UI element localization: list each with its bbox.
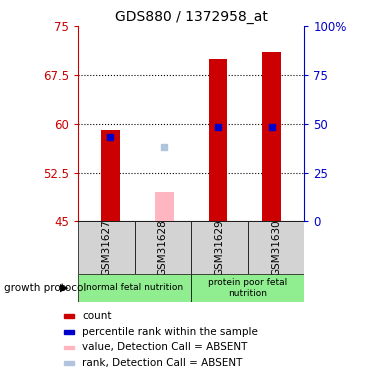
- Text: value, Detection Call = ABSENT: value, Detection Call = ABSENT: [82, 342, 248, 352]
- Text: GSM31627: GSM31627: [101, 219, 111, 276]
- Bar: [191, 274, 304, 302]
- Bar: [191, 221, 248, 274]
- Bar: [78, 274, 191, 302]
- Bar: [135, 221, 191, 274]
- Bar: [248, 221, 304, 274]
- Bar: [209, 59, 227, 221]
- Text: protein poor fetal
nutrition: protein poor fetal nutrition: [208, 278, 287, 297]
- Bar: [155, 192, 174, 221]
- Bar: [64, 361, 74, 365]
- Bar: [64, 345, 74, 349]
- Text: rank, Detection Call = ABSENT: rank, Detection Call = ABSENT: [82, 358, 243, 368]
- Bar: [78, 221, 135, 274]
- Title: GDS880 / 1372958_at: GDS880 / 1372958_at: [115, 10, 268, 24]
- Text: count: count: [82, 311, 112, 321]
- Bar: [64, 330, 74, 333]
- Text: growth protocol: growth protocol: [4, 283, 86, 293]
- Bar: [64, 314, 74, 318]
- Bar: [155, 192, 174, 221]
- Text: GSM31628: GSM31628: [158, 219, 168, 276]
- Text: normal fetal nutrition: normal fetal nutrition: [86, 284, 183, 292]
- Text: GSM31630: GSM31630: [271, 219, 281, 276]
- Text: percentile rank within the sample: percentile rank within the sample: [82, 327, 258, 337]
- Bar: [101, 130, 120, 221]
- Text: ▶: ▶: [60, 283, 69, 293]
- Text: GSM31629: GSM31629: [215, 219, 224, 276]
- Bar: [262, 52, 281, 221]
